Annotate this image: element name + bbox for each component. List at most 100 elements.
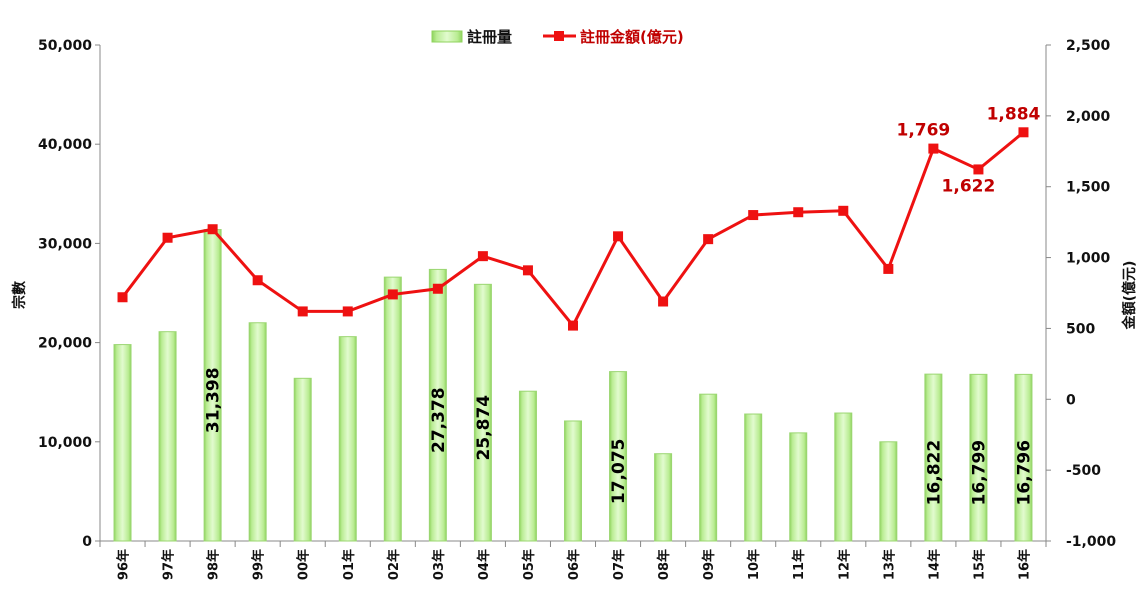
amount-marker	[207, 224, 218, 235]
right-tick-label: 1,000	[1066, 251, 1111, 267]
bar-value-label: 25,874	[474, 395, 494, 461]
bar	[113, 344, 132, 542]
bar	[834, 412, 853, 542]
bar	[744, 413, 763, 542]
legend-bar-label: 註冊量	[467, 28, 512, 46]
amount-marker	[748, 210, 759, 221]
amount-marker	[658, 296, 669, 307]
bar-value-label: 27,378	[429, 387, 449, 453]
bar	[969, 373, 988, 542]
line-data-labels: 1,769 1,622 1,884	[896, 104, 1040, 196]
bar	[293, 377, 312, 542]
bar-series	[113, 229, 1033, 542]
x-tick-label: 99年	[251, 549, 267, 580]
bar	[428, 268, 447, 542]
amount-line	[121, 131, 1025, 329]
x-tick-label: 15年	[971, 549, 987, 580]
bar-value-label: 16,799	[969, 440, 989, 506]
bar	[699, 393, 718, 542]
right-tick-label: 0	[1066, 392, 1076, 408]
bar	[518, 390, 537, 542]
amount-marker	[387, 289, 398, 300]
amount-marker	[883, 263, 894, 274]
right-axis-ticks: -1,000 -500 0 500 1,000 1,500 2,000 2,500	[1046, 38, 1116, 550]
bar	[158, 331, 177, 542]
bar	[248, 322, 267, 542]
x-tick-label: 11年	[791, 549, 807, 580]
amount-marker	[793, 207, 804, 218]
amount-marker	[973, 164, 984, 175]
amount-value-label: 1,884	[987, 104, 1041, 124]
left-tick-label: 30,000	[38, 236, 92, 252]
bar	[654, 453, 673, 542]
bar	[473, 283, 492, 542]
amount-marker	[432, 283, 443, 294]
x-tick-label: 13年	[881, 549, 897, 580]
bar	[564, 420, 582, 542]
amount-marker	[117, 292, 128, 303]
amount-marker	[703, 234, 714, 245]
amount-value-label: 1,622	[942, 176, 996, 196]
amount-marker	[252, 275, 263, 286]
bar	[1014, 373, 1033, 542]
bar	[609, 371, 628, 542]
right-tick-label: 1,500	[1066, 180, 1111, 196]
x-tick-label: 97年	[161, 549, 177, 580]
amount-marker	[838, 205, 849, 216]
left-tick-label: 10,000	[38, 435, 92, 451]
amount-marker	[613, 231, 624, 242]
legend: 註冊量 註冊金額(億元)	[431, 28, 684, 46]
x-tick-label: 00年	[296, 549, 312, 580]
legend-line-label: 註冊金額(億元)	[580, 28, 684, 46]
left-axis-ticks: 0 10,000 20,000 30,000 40,000 50,000	[38, 38, 100, 550]
left-axis-title: 宗數	[11, 281, 28, 309]
bar-value-label: 31,398	[204, 367, 224, 433]
left-tick-label: 40,000	[38, 137, 92, 153]
amount-marker	[568, 320, 578, 331]
line-series	[117, 127, 1029, 331]
x-tick-label: 05年	[521, 549, 537, 580]
right-axis-title: 金額(億元)	[1121, 261, 1138, 331]
legend-bar-swatch	[431, 30, 463, 43]
x-tick-label: 10年	[746, 549, 762, 580]
amount-marker	[297, 306, 308, 317]
x-tick-label: 03年	[431, 549, 447, 580]
right-tick-label: -500	[1066, 463, 1101, 479]
bar	[879, 441, 898, 542]
x-tick-label: 06年	[566, 549, 582, 580]
bar-value-label: 16,796	[1014, 440, 1034, 506]
bar-data-labels: 31,398 27,378 25,874 17,075 16,822 16,799 16,7…	[204, 367, 1035, 505]
amount-marker	[522, 265, 533, 276]
x-tick-label: 01年	[341, 549, 357, 580]
x-tick-label: 09年	[701, 549, 717, 580]
amount-marker	[1018, 127, 1029, 138]
left-tick-label: 50,000	[38, 38, 92, 54]
bar-value-label: 16,822	[924, 440, 944, 506]
x-axis-ticks: 96年 97年 98年 99年 00年 01年 02年 03年 04年 05年 06年 07年 08年 0…	[99, 541, 1047, 580]
x-tick-label: 16年	[1016, 549, 1032, 580]
bar	[924, 373, 943, 542]
bar-value-label: 17,075	[609, 439, 629, 505]
x-tick-label: 02年	[386, 549, 402, 580]
legend-line-marker	[554, 31, 564, 41]
x-tick-label: 08年	[656, 549, 672, 580]
x-tick-label: 98年	[206, 549, 222, 580]
x-tick-label: 04年	[476, 549, 492, 580]
bar	[338, 336, 357, 542]
bar	[789, 432, 808, 542]
amount-marker	[162, 232, 173, 243]
amount-marker	[477, 251, 488, 262]
amount-value-label: 1,769	[896, 121, 950, 141]
left-tick-label: 0	[82, 534, 92, 550]
bar	[383, 276, 402, 542]
x-tick-label: 07年	[611, 549, 627, 580]
right-tick-label: 500	[1066, 321, 1095, 337]
x-tick-label: 14年	[926, 549, 942, 580]
x-tick-label: 96年	[116, 549, 132, 580]
right-tick-label: 2,500	[1066, 38, 1111, 54]
left-tick-label: 20,000	[38, 336, 92, 352]
right-tick-label: 2,000	[1066, 109, 1111, 125]
amount-marker	[342, 306, 353, 317]
amount-marker	[928, 143, 939, 154]
